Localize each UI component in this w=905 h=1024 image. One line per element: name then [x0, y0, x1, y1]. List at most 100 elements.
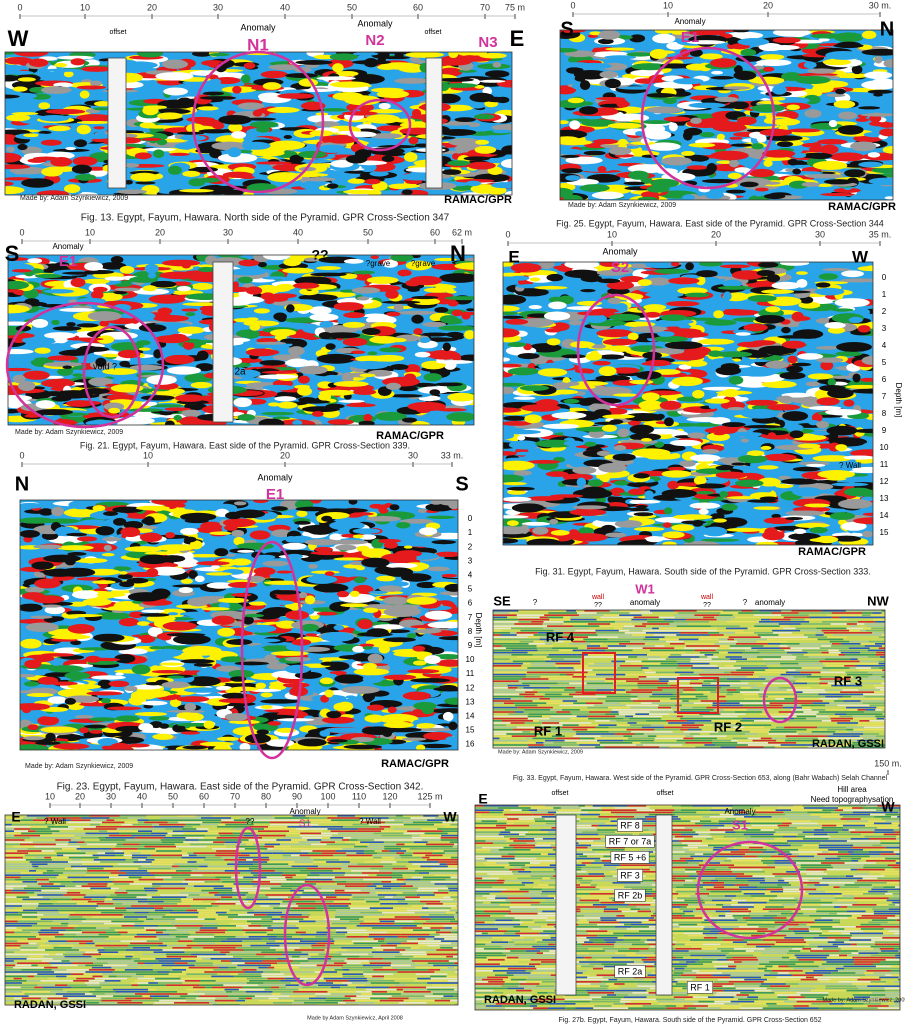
reflection	[841, 270, 864, 278]
reflection	[227, 268, 266, 276]
reflection	[59, 308, 96, 312]
reflection	[735, 332, 751, 336]
reflection	[596, 618, 632, 621]
reflection	[319, 320, 334, 328]
reflection	[858, 161, 883, 168]
reflection	[237, 549, 255, 553]
reflection	[345, 403, 376, 408]
system-label: RAMAC/GPR	[381, 758, 449, 770]
reflection	[816, 420, 830, 429]
reflection	[64, 671, 91, 680]
reflection	[726, 527, 765, 532]
reflection	[239, 742, 251, 750]
reflection	[740, 438, 749, 443]
reflection	[631, 618, 648, 621]
reflection	[838, 111, 858, 120]
reflection	[110, 384, 144, 393]
reflection	[681, 151, 695, 156]
reflection	[607, 375, 623, 382]
reflection	[141, 700, 168, 706]
reflection	[304, 538, 340, 546]
reflection	[632, 448, 671, 458]
reflection	[366, 628, 389, 638]
reflection	[599, 71, 619, 79]
reflection	[104, 276, 126, 281]
reflection	[245, 348, 278, 357]
reflection	[180, 659, 215, 664]
reflection	[228, 669, 255, 679]
reflection	[435, 77, 474, 82]
reflection	[647, 621, 674, 623]
reflection	[652, 335, 689, 343]
reflection	[227, 147, 242, 158]
reflection	[435, 551, 458, 558]
reflection	[6, 114, 31, 122]
reflection	[564, 50, 596, 58]
reflection	[185, 312, 196, 317]
depth-label: 6	[882, 375, 887, 384]
reflection	[641, 120, 671, 125]
reflection	[369, 336, 400, 344]
reflection	[162, 621, 197, 631]
reflection	[329, 739, 348, 743]
reflection	[592, 360, 611, 366]
reflection	[365, 114, 400, 124]
reflection	[687, 30, 727, 36]
reflection	[269, 590, 302, 595]
reflection	[435, 659, 458, 667]
reflection	[226, 553, 236, 557]
reflection	[382, 730, 392, 738]
reflection	[168, 333, 188, 342]
reflection	[416, 581, 438, 589]
reflection	[152, 648, 182, 658]
reflection	[262, 82, 282, 90]
reflection	[41, 86, 72, 94]
reflection	[50, 157, 73, 167]
annotation: E1	[266, 486, 284, 503]
reflection	[50, 681, 78, 686]
reflection	[732, 614, 754, 616]
reflection	[164, 354, 195, 365]
reflection	[677, 287, 708, 295]
reflection	[755, 187, 769, 192]
reflection	[208, 52, 230, 57]
reflection	[316, 76, 356, 81]
reflection	[179, 416, 203, 425]
reflection	[550, 529, 570, 536]
reflection	[350, 350, 366, 355]
reflection	[202, 91, 225, 96]
reflection	[353, 668, 390, 676]
reflection	[283, 135, 292, 139]
reflection	[261, 276, 288, 280]
reflection	[505, 318, 529, 325]
reflection	[753, 506, 780, 510]
reflection	[244, 624, 277, 633]
reflection	[234, 509, 266, 519]
reflection	[878, 122, 893, 128]
reflection	[115, 725, 146, 733]
reflection	[217, 153, 258, 163]
reflection	[561, 618, 571, 621]
reflection	[827, 327, 846, 334]
reflection	[574, 368, 594, 374]
reflection	[85, 655, 101, 663]
reflection	[150, 280, 177, 288]
reflection	[342, 321, 366, 328]
reflection	[629, 424, 655, 435]
reflection	[110, 742, 131, 750]
reflection	[851, 388, 873, 394]
reflection	[855, 117, 870, 122]
reflection	[86, 691, 123, 696]
reflection	[76, 536, 98, 542]
reflection	[48, 125, 71, 132]
reflection	[199, 741, 234, 747]
reflection	[251, 638, 281, 643]
reflection	[538, 362, 575, 371]
reflection	[638, 400, 664, 411]
reflection	[597, 165, 607, 173]
reflection	[737, 454, 768, 464]
reflection	[27, 158, 47, 163]
reflection	[72, 156, 98, 166]
reflection	[245, 286, 263, 295]
reflection	[817, 470, 856, 479]
